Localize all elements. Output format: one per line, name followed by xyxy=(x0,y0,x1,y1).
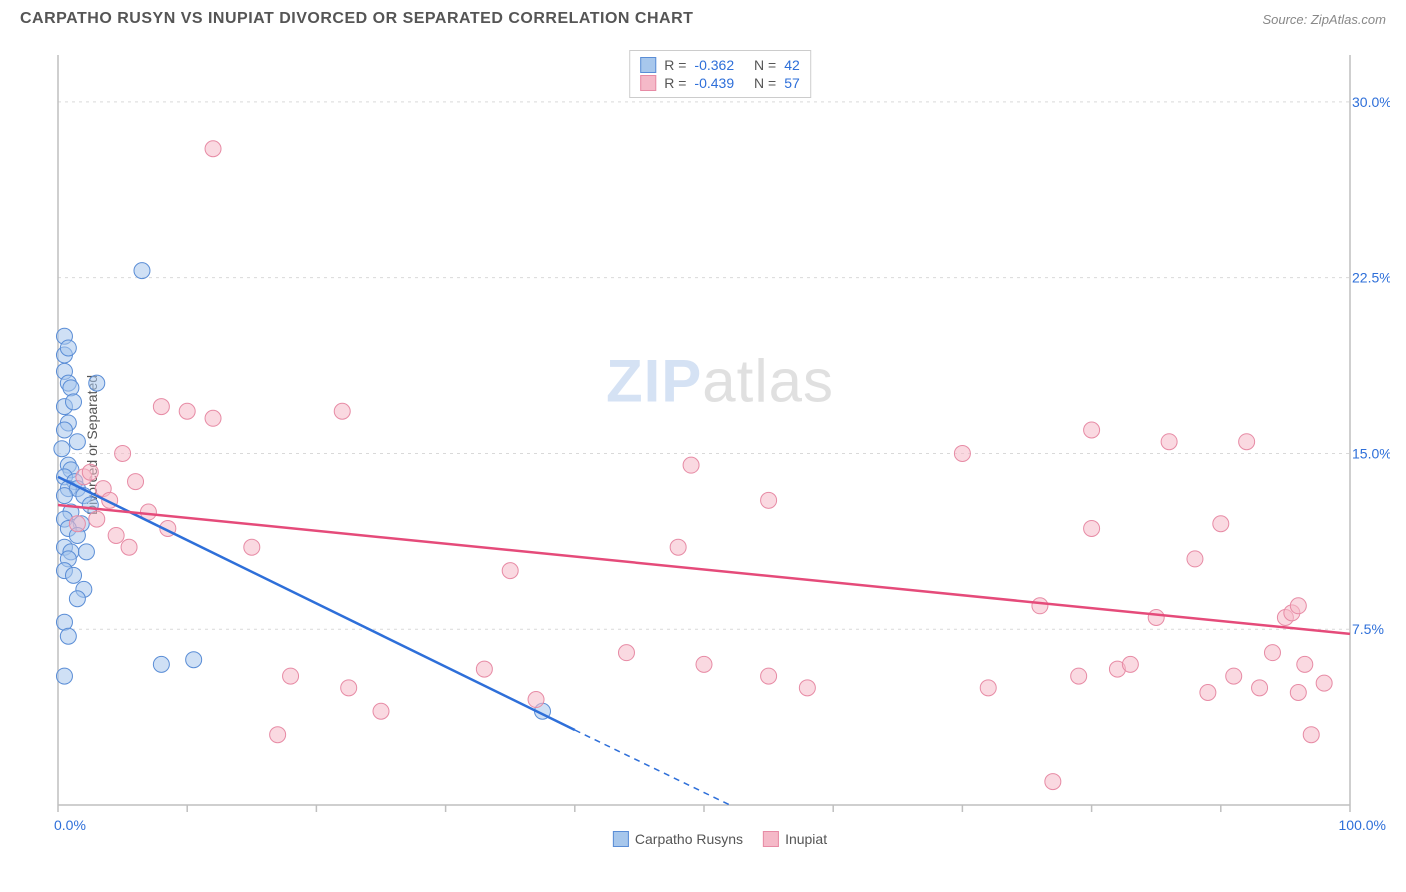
legend-swatch-carpatho xyxy=(640,57,656,73)
legend-item-carpatho: Carpatho Rusyns xyxy=(613,831,743,847)
r-value-inupiat: -0.439 xyxy=(694,75,734,91)
legend-series: Carpatho Rusyns Inupiat xyxy=(613,831,827,847)
x-axis-min-label: 0.0% xyxy=(54,817,86,833)
legend-label-carpatho: Carpatho Rusyns xyxy=(635,831,743,847)
n-value-inupiat: 57 xyxy=(784,75,800,91)
r-value-carpatho: -0.362 xyxy=(694,57,734,73)
legend-swatch-carpatho-bottom xyxy=(613,831,629,847)
source-attribution: Source: ZipAtlas.com xyxy=(1262,12,1386,27)
legend-swatch-inupiat-bottom xyxy=(763,831,779,847)
n-value-carpatho: 42 xyxy=(784,57,800,73)
svg-text:7.5%: 7.5% xyxy=(1352,621,1384,637)
chart-title: CARPATHO RUSYN VS INUPIAT DIVORCED OR SE… xyxy=(20,10,693,28)
scatter-plot: 7.5% 15.0% 22.5% 30.0% xyxy=(50,45,1390,845)
svg-text:22.5%: 22.5% xyxy=(1352,270,1390,286)
header: CARPATHO RUSYN VS INUPIAT DIVORCED OR SE… xyxy=(0,0,1406,33)
x-axis-max-label: 100.0% xyxy=(1339,817,1386,833)
legend-item-inupiat: Inupiat xyxy=(763,831,827,847)
chart-container: Divorced or Separated 7.5%15.0%22.5%30.0… xyxy=(50,45,1390,845)
legend-label-inupiat: Inupiat xyxy=(785,831,827,847)
legend-stats: R = -0.362 N = 42 R = -0.439 N = 57 xyxy=(629,50,811,98)
legend-stats-row-inupiat: R = -0.439 N = 57 xyxy=(640,75,800,91)
legend-swatch-inupiat xyxy=(640,75,656,91)
svg-text:15.0%: 15.0% xyxy=(1352,445,1390,461)
svg-text:30.0%: 30.0% xyxy=(1352,94,1390,110)
legend-stats-row-carpatho: R = -0.362 N = 42 xyxy=(640,57,800,73)
